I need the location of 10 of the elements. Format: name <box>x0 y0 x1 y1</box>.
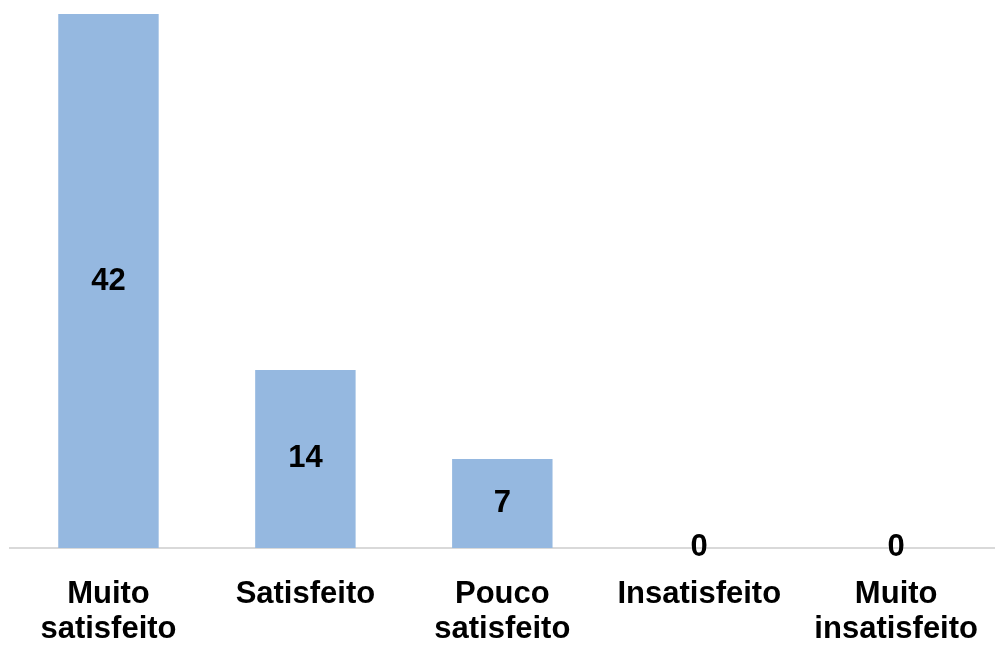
data-label: 7 <box>493 483 511 519</box>
x-tick-label: Insatisfeito <box>617 575 782 610</box>
data-label: 42 <box>91 261 126 297</box>
data-label: 0 <box>887 528 905 564</box>
x-tick-label: Pouco satisfeito <box>434 575 571 646</box>
data-label: 14 <box>288 439 324 475</box>
data-label: 0 <box>690 528 708 564</box>
x-tick-label: Satisfeito <box>235 575 376 610</box>
x-tick-label: Muito satisfeito <box>40 575 177 646</box>
x-tick-label: Muito insatisfeito <box>814 575 979 646</box>
